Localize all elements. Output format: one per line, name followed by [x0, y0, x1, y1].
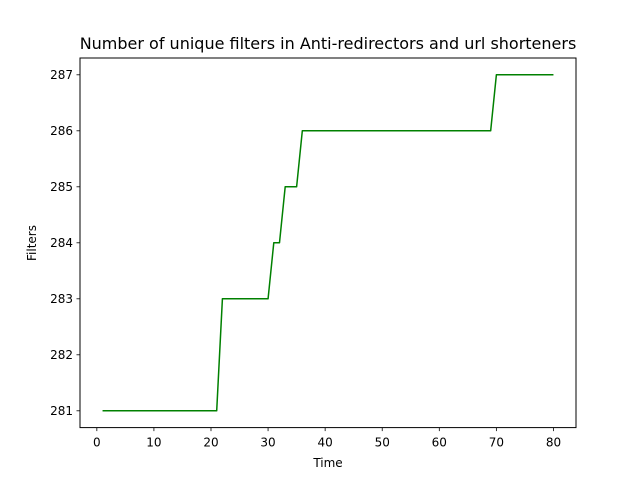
series-line-0: [102, 74, 554, 412]
x-tick-label: 60: [432, 436, 447, 450]
y-axis-label: Filters: [25, 225, 39, 261]
plot-area-frame: [79, 57, 577, 429]
y-tick-label: 285: [50, 180, 73, 194]
x-tick-label: 80: [546, 436, 561, 450]
y-tick-label: 281: [50, 404, 73, 418]
x-axis-label: Time: [312, 456, 342, 470]
x-tick-label: 40: [318, 436, 333, 450]
x-tick-label: 10: [146, 436, 161, 450]
x-tick-label: 70: [489, 436, 504, 450]
x-tick-label: 30: [260, 436, 275, 450]
x-tick-label: 50: [375, 436, 390, 450]
y-tick-label: 283: [50, 292, 73, 306]
y-tick-label: 282: [50, 348, 73, 362]
y-tick-label: 286: [50, 124, 73, 138]
y-tick-label: 284: [50, 236, 73, 250]
x-tick-label: 20: [203, 436, 218, 450]
y-tick-label: 287: [50, 68, 73, 82]
x-tick-label: 0: [93, 436, 101, 450]
chart-title: Number of unique filters in Anti-redirec…: [80, 34, 577, 53]
